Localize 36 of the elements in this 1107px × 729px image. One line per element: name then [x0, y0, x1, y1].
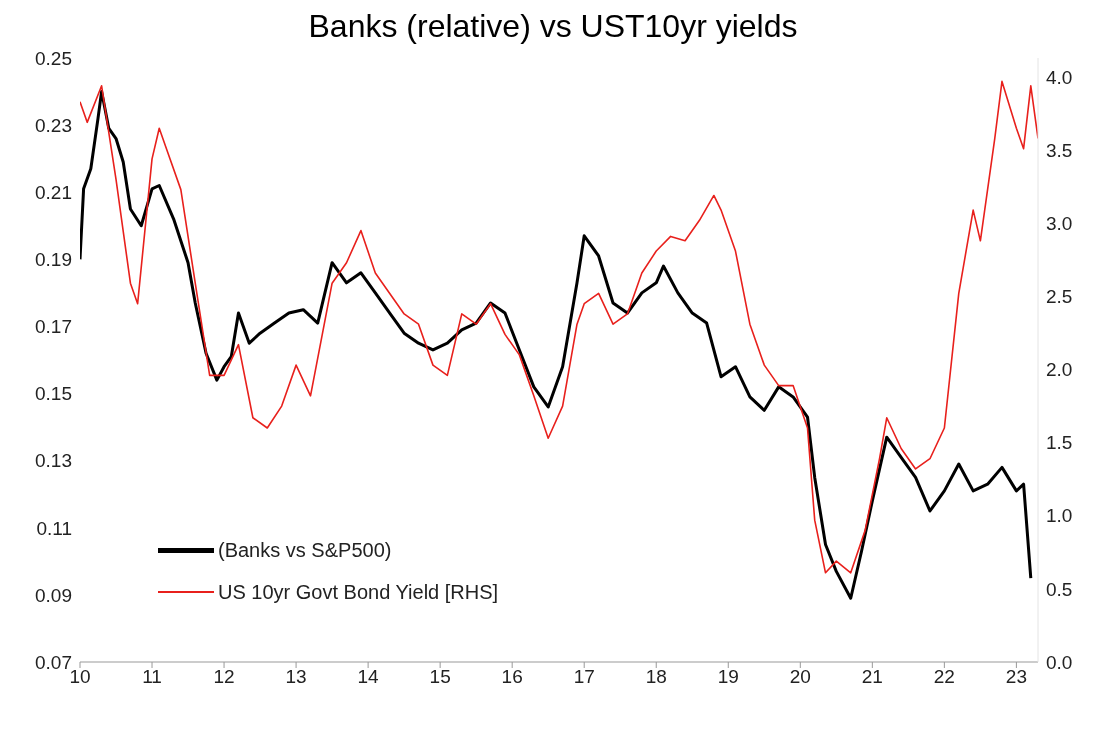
x-tick-label: 12 [213, 666, 235, 688]
x-tick-label: 13 [285, 666, 307, 688]
y2-tick-label: 0.5 [1046, 578, 1073, 600]
x-tick-label: 19 [717, 666, 739, 688]
y2-tick-label: 0.0 [1046, 651, 1073, 673]
y-tick-label: 0.17 [35, 316, 72, 338]
x-tick-label: 10 [69, 666, 91, 688]
y2-tick-label: 1.0 [1046, 505, 1073, 527]
y2-tick-label: 2.0 [1046, 359, 1073, 381]
legend-label: US 10yr Govt Bond Yield [RHS] [218, 580, 499, 605]
y-tick-label: 0.11 [36, 517, 72, 539]
y-tick-label: 0.19 [35, 249, 72, 271]
x-tick-label: 23 [1005, 666, 1027, 688]
y2-tick-label: 4.0 [1046, 66, 1073, 88]
x-tick-label: 20 [789, 666, 811, 688]
y-tick-label: 0.25 [35, 47, 72, 69]
x-tick-label: 15 [429, 666, 451, 688]
y2-tick-label: 3.0 [1046, 213, 1073, 234]
chart-title: Banks (relative) vs UST10yr yields [307, 8, 799, 46]
legend-label: (Banks vs S&P500) [218, 538, 392, 563]
y-tick-label: 0.23 [35, 114, 72, 136]
x-tick-label: 16 [501, 666, 523, 688]
x-tick-label: 22 [933, 666, 955, 688]
y-tick-label: 0.07 [35, 651, 72, 673]
y-tick-label: 0.21 [35, 181, 72, 203]
y-tick-label: 0.09 [35, 584, 72, 606]
y-tick-label: 0.13 [35, 450, 72, 472]
y-tick-label: 0.15 [35, 383, 72, 405]
x-tick-label: 17 [573, 666, 595, 688]
x-tick-label: 18 [645, 666, 667, 688]
x-tick-label: 14 [357, 666, 380, 688]
y2-tick-label: 3.5 [1046, 139, 1073, 161]
x-tick-label: 21 [861, 666, 883, 688]
x-tick-label: 11 [142, 666, 162, 688]
y2-tick-label: 1.5 [1046, 432, 1073, 454]
y2-tick-label: 2.5 [1046, 286, 1073, 308]
